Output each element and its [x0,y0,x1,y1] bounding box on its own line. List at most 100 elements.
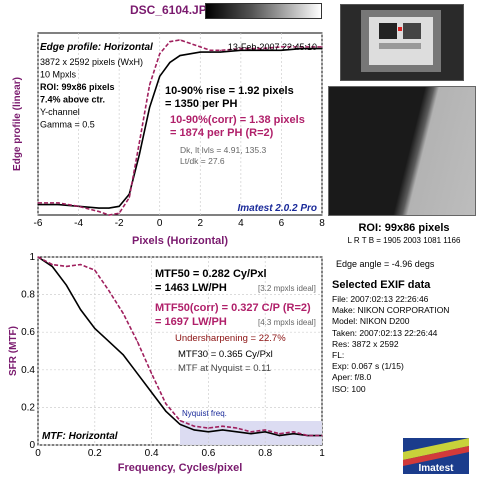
edge-xtick-label: 4 [238,218,244,229]
exif-row: Make: NIKON CORPORATION [332,305,450,316]
edge-data-point [209,49,212,51]
edge-xtick-label: 8 [319,218,325,229]
edge-info-line: ROI: 99x86 pixels [40,82,115,92]
exif-rows: File: 2007:02:13 22:26:46 Make: NIKON COR… [332,294,478,395]
mtf-grid [37,256,323,446]
edge-data-point [37,204,39,206]
mtf-ylabel: SFR (MTF) [8,326,19,376]
mtf-plot: 0 0.2 0.4 0.6 0.8 1 0 0.2 0.4 0.6 0.8 1 Frequency, … [8,252,325,474]
edge-data-point [159,75,161,77]
exif-row: FL: [332,350,345,361]
edge-data-point [189,53,191,55]
exif-row: Taken: 2007:02:13 22:26:44 [332,327,438,338]
edge-info-line: 3872 x 2592 pixels (WxH) [40,57,143,67]
mtf30-label: MTF30 = 0.365 Cy/Pxl [178,349,273,360]
edge-info-line: 10 Mpxls [40,70,77,80]
exif-title: Selected EXIF data [332,279,431,291]
edge-data-point [118,205,120,207]
edge-xtick-label: 6 [279,218,285,229]
logo-graphic: Imatest [403,438,469,474]
edge-plot: -6 -4 -2 0 2 4 6 8 Pixels (Horizontal) Edge pro… [12,32,325,247]
mtf-xtick-label: 0.4 [145,448,159,459]
lrtb-values: L R T B = 1905 2003 1081 1166 [347,236,461,245]
edge-data-point [138,153,141,155]
edge-data-point [219,49,222,51]
nyquist-label: Nyquist freq. [182,409,227,418]
mtf-data-point [278,433,280,435]
mtf-xtick-label: 0.8 [258,448,272,459]
mtf-ticks: 0 0.2 0.4 0.6 0.8 1 0 0.2 0.4 0.6 0.8 1 [21,252,325,459]
exif-row: Res: 3872 x 2592 [332,338,399,349]
edge-box-title: Edge profile: Horizontal [40,42,153,53]
mtf-data-point [51,265,53,267]
mtf-ytick-label: 0.2 [21,402,35,413]
mtf-data-point [193,425,195,427]
edge-lines [37,39,323,216]
mtf-data-point [65,265,67,267]
undersharpening-label: Undersharpening = 22.7% [175,333,286,344]
edge-data-point [189,42,191,45]
edge-data-point [98,207,100,209]
mtf-ytick-label: 0 [29,440,35,451]
edge-data-point [77,205,80,207]
mtf-data-point [207,431,209,433]
edge-data-point [108,214,110,216]
edge-data-point [260,48,262,50]
edge-xtick-label: -6 [34,218,43,229]
exif-row: ISO: 100 [332,383,366,394]
mtf-data-point [278,435,280,437]
edge-data-point [179,54,181,57]
edge-xtick-label: -4 [74,218,83,229]
edge-xtick-label: 0 [157,218,163,229]
mtf-data-point [179,419,181,422]
roi-caption: ROI: 99x86 pixels [358,222,450,234]
mtf-xtick-label: 0 [35,448,41,459]
edge-info-line: Gamma = 0.5 [40,120,95,130]
edge-plot-frame [37,32,323,216]
mtf-xtick-label: 0.6 [201,448,215,459]
edge-data-point [57,204,59,206]
mtf-data-point [94,327,96,330]
exif-row: File: 2007:02:13 22:26:46 [332,294,429,304]
edge-data-point [199,51,201,53]
roi-image [328,86,476,216]
mtf-data-point [236,431,238,433]
mtf-ytick-label: 0.4 [21,365,35,376]
edge-xtick-label: -2 [115,218,124,229]
edge-data-point [98,210,100,213]
edge-data-point [138,141,141,143]
exif-row: Aper: f/8.0 [332,372,372,383]
edge-info-line: Y-channel [40,107,80,117]
chart-thumbnail [340,4,464,81]
mtf-data-point [250,431,252,433]
mtf-box-title: MTF: Horizontal [42,431,118,442]
edge-data-point [169,41,171,43]
logo-text: Imatest [418,463,454,474]
edge-corr-line: 10-90%(corr) = 1.38 pixels [170,114,305,126]
edge-data-point [321,48,323,50]
mtf-plot-frame [37,256,323,446]
edge-date: 13-Feb-2007 22:45:10 [228,42,317,52]
edge-data-point [57,202,59,204]
mtf-ytick-label: 0.8 [21,290,35,301]
mtf-data-point [151,372,153,375]
mtf-data-point [108,290,110,292]
edge-data-point [240,49,242,51]
mtf50-corr-ideal: [4.3 mpxls ideal] [258,318,316,327]
mtf-xlabel: Frequency, Cycles/pixel [118,462,243,474]
exif-row: Model: NIKON D200 [332,316,410,327]
mtf-data-point [122,312,124,314]
edge-ylabel: Edge profile (linear) [12,77,23,171]
mtf-xtick-label: 1 [319,448,325,459]
mtf-data-point [250,433,252,435]
mtf-data-point [136,341,138,343]
tonal-gradient-bar [205,3,322,19]
edge-rise-line: 10-90% rise = 1.92 pixels [165,85,294,97]
mtf-data-point [94,269,96,271]
edge-rise: 10-90% rise = 1.92 pixels= 1350 per PH [165,85,294,110]
edge-dk-line: Lt/dk = 27.6 [180,156,225,166]
edge-data-point [128,197,130,199]
mtf-data-point [222,425,224,427]
edge-dk-line: Dk, lt lvls = 4.91, 135.3 [180,145,266,155]
